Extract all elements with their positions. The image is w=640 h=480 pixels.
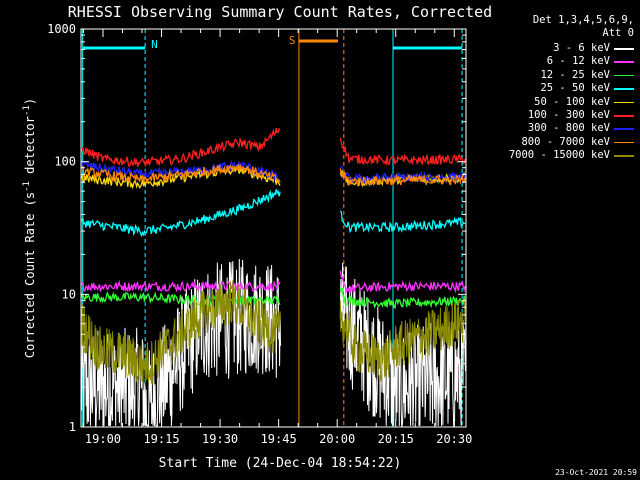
legend-item-label: 50 - 100 keV [534, 95, 610, 108]
legend-swatch [614, 101, 634, 104]
legend-item-label: 12 - 25 keV [540, 68, 610, 81]
legend-swatch [614, 141, 634, 144]
axis-layer: 19:00 19:15 19:30 19:45 20:00 20:15 20:30 1 10 10… [47, 22, 472, 446]
legend-swatch [614, 61, 634, 63]
plot-frame [80, 28, 467, 428]
y-tick-label: 100 [54, 155, 76, 169]
legend-swatch [614, 88, 634, 90]
chart-title: RHESSI Observing Summary Count Rates, Co… [68, 3, 492, 21]
x-axis-label: Start Time (24-Dec-04 18:54:22) [159, 456, 402, 471]
legend-swatch [614, 115, 634, 117]
y-axis-label: Corrected Count Rate (s-1 detector-1) [22, 98, 37, 358]
legend-swatch [614, 48, 634, 50]
legend-swatch [614, 155, 634, 157]
legend-item: 300 - 800 keV [484, 122, 638, 135]
series-line-3-6-kev-seg1 [80, 258, 281, 427]
legend-item: 12 - 25 keV [484, 69, 638, 82]
legend-item-label: 6 - 12 keV [546, 55, 610, 68]
x-tick-label: 20:15 [378, 432, 414, 446]
legend-item-label: 7000 - 15000 keV [508, 149, 610, 162]
x-tick-label: 20:00 [319, 432, 355, 446]
x-tick-label: 19:30 [202, 432, 238, 446]
legend-item: 100 - 300 keV [484, 109, 638, 122]
series-line-800-7000-kev-seg2 [339, 168, 466, 188]
x-tick-label: 19:15 [143, 432, 179, 446]
series-line-12-25-kev-seg2 [339, 287, 466, 310]
legend-item: 50 - 100 keV [484, 96, 638, 109]
legend-item: 6 - 12 keV [484, 55, 638, 68]
legend-item: 800 - 7000 keV [484, 136, 638, 149]
legend-item-label: 100 - 300 keV [527, 109, 610, 121]
x-tick-label: 19:00 [85, 432, 121, 446]
legend-header-line-1: Det 1,3,4,5,6,9, [532, 14, 634, 26]
legend-item-label: 300 - 800 keV [527, 122, 610, 135]
x-tick-label: 19:45 [261, 432, 297, 446]
y-tick-label: 10 [62, 287, 76, 301]
legend-item-label: 25 - 50 keV [540, 82, 610, 95]
series-line-100-300-kev-seg1 [80, 127, 281, 168]
y-tick-label: 1000 [47, 22, 76, 36]
legend-item-label: 3 - 6 keV [553, 42, 610, 54]
series-line-7000-15000-kev-seg2 [339, 297, 467, 383]
legend-item: 3 - 6 keV [484, 42, 638, 55]
legend-swatch [614, 74, 634, 77]
series-line-7000-15000-kev-seg1 [80, 279, 281, 385]
saa-annotation: S [289, 34, 296, 47]
series-line-100-300-kev-seg2 [339, 138, 466, 167]
series-line-25-50-kev-seg2 [339, 210, 466, 234]
y-tick-label: 1 [69, 420, 76, 434]
legend-swatch [614, 128, 634, 130]
series-line-25-50-kev-seg1 [80, 189, 281, 238]
legend-header-line-2: Att 0 [602, 27, 634, 39]
series-line-6-12-kev-seg1 [80, 279, 281, 293]
series-line-3-6-kev-seg2 [339, 262, 467, 427]
legend-item-label: 800 - 7000 keV [521, 135, 610, 148]
series-layer [80, 127, 467, 427]
legend-item: 25 - 50 keV [484, 82, 638, 95]
series-line-6-12-kev-seg2 [339, 270, 466, 294]
x-tick-label: 20:30 [436, 432, 472, 446]
timestamp: 23-Oct-2021 20:59 [555, 468, 637, 477]
night-annotation: N [151, 38, 158, 51]
series-line-800-7000-kev-seg1 [80, 164, 281, 184]
legend-item: 7000 - 15000 keV [484, 149, 638, 162]
